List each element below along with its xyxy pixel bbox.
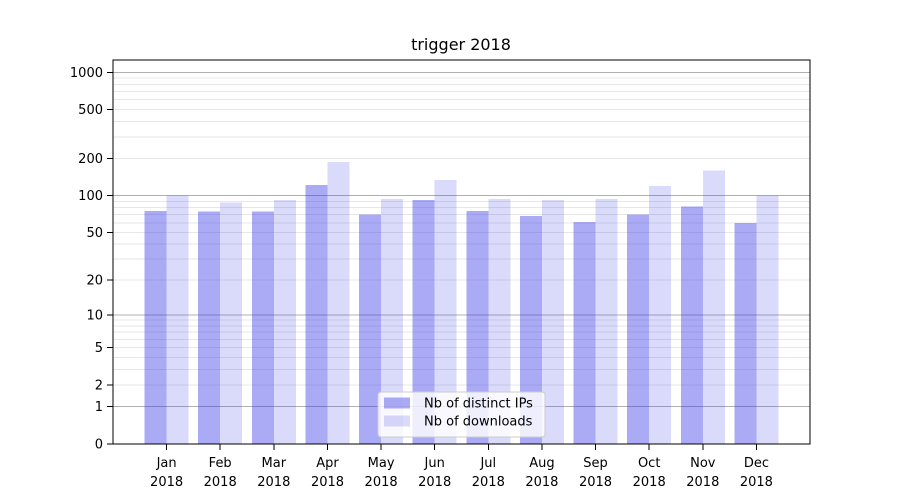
legend-label: Nb of downloads — [424, 415, 533, 430]
bar-downloads — [434, 180, 457, 444]
legend-box — [377, 391, 546, 438]
bars-layer — [144, 162, 779, 445]
bar-distinct-ips — [573, 222, 596, 444]
y-tick-label: 2 — [95, 378, 103, 393]
x-tick-label: May 2018 — [365, 456, 398, 490]
x-tick-label: Feb 2018 — [204, 456, 237, 490]
bar-downloads — [756, 195, 779, 444]
y-tick-label: 500 — [78, 103, 103, 118]
bar-distinct-ips — [466, 211, 489, 444]
bar-downloads — [649, 186, 672, 444]
bar-downloads — [166, 195, 189, 444]
y-tick-label: 0 — [95, 438, 103, 453]
bar-downloads — [327, 162, 350, 444]
legend: Nb of distinct IPs Nb of downloads — [377, 391, 546, 438]
x-tick-label: Aug 2018 — [525, 456, 558, 490]
axis-frame — [112, 59, 811, 445]
x-tick-label: Apr 2018 — [311, 456, 344, 490]
y-tick-label: 1000 — [70, 66, 103, 81]
y-tick-label: 20 — [86, 274, 103, 289]
bar-downloads — [702, 170, 725, 445]
bar-distinct-ips — [359, 214, 382, 444]
bar-distinct-ips — [627, 214, 650, 444]
bar-downloads — [273, 200, 296, 444]
bar-downloads — [541, 200, 564, 444]
bar-distinct-ips — [519, 216, 542, 444]
x-tick-label: Mar 2018 — [257, 456, 290, 490]
bar-distinct-ips — [412, 200, 435, 444]
legend-swatch-downloads — [384, 415, 410, 427]
x-tick-label: Jul 2018 — [472, 456, 505, 490]
legend-swatch-distinct-ips — [384, 397, 410, 409]
legend-label: Nb of distinct IPs — [424, 397, 533, 412]
x-tick-label: Jun 2018 — [418, 456, 451, 490]
bar-distinct-ips — [251, 211, 274, 444]
chart-title: trigger 2018 — [411, 35, 511, 54]
bar-distinct-ips — [144, 211, 167, 444]
bar-distinct-ips — [680, 206, 703, 444]
x-tick-label: Jan 2018 — [150, 456, 183, 490]
bar-downloads — [381, 199, 404, 444]
bar-distinct-ips — [198, 211, 221, 444]
bar-distinct-ips — [734, 222, 757, 444]
x-tick-label: Nov 2018 — [686, 456, 719, 490]
y-tick-label: 1 — [95, 400, 103, 415]
y-tick-label: 100 — [78, 189, 103, 204]
y-tick-label: 200 — [78, 152, 103, 167]
x-tick-label: Sep 2018 — [579, 456, 612, 490]
bar-downloads — [488, 199, 511, 444]
bar-downloads — [595, 199, 618, 444]
x-tick-label: Dec 2018 — [740, 456, 773, 490]
x-tick-label: Oct 2018 — [633, 456, 666, 490]
axis-layer: 0 1 2 5 10 20 50 100 200 500 1000 Jan 2018 Feb 2018 Mar… — [70, 59, 811, 490]
bar-downloads — [220, 202, 243, 444]
bar-distinct-ips — [305, 185, 328, 444]
y-tick-label: 50 — [86, 226, 103, 241]
y-tick-label: 5 — [95, 341, 103, 356]
y-tick-label: 10 — [86, 309, 103, 324]
